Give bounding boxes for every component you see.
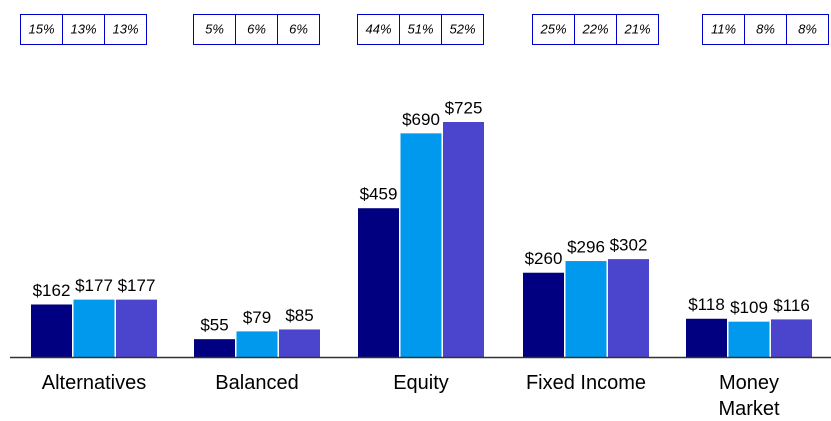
share-cell bbox=[277, 14, 320, 45]
share-cell bbox=[532, 14, 575, 45]
share-label: 5% bbox=[205, 21, 224, 36]
share-label: 44% bbox=[365, 21, 391, 36]
bar bbox=[400, 133, 442, 357]
category-label: Alternatives bbox=[41, 372, 147, 394]
share-label: 8% bbox=[798, 21, 817, 36]
share-cell bbox=[104, 14, 147, 45]
bar bbox=[31, 304, 72, 357]
value-label: $162 bbox=[33, 281, 71, 300]
category-label: Money Market bbox=[718, 372, 780, 420]
value-label: $85 bbox=[285, 306, 313, 325]
share-cell bbox=[62, 14, 105, 45]
value-label: $690 bbox=[402, 110, 440, 129]
share-label: 51% bbox=[407, 21, 433, 36]
bar bbox=[523, 272, 564, 357]
category-label: Fixed Income bbox=[525, 372, 647, 394]
bar bbox=[116, 299, 157, 357]
bar bbox=[236, 331, 278, 357]
share-cell bbox=[702, 14, 745, 45]
value-label: $260 bbox=[525, 249, 563, 268]
bar bbox=[771, 319, 812, 357]
share-label: 25% bbox=[539, 21, 566, 36]
share-cell bbox=[616, 14, 659, 45]
bar bbox=[194, 339, 235, 357]
bar bbox=[358, 208, 399, 357]
category-label: Equity bbox=[393, 372, 449, 394]
bar bbox=[73, 299, 115, 357]
bar bbox=[443, 122, 484, 357]
value-label: $55 bbox=[200, 316, 228, 335]
share-cell bbox=[786, 14, 829, 45]
share-label: 6% bbox=[247, 21, 266, 36]
bar bbox=[279, 329, 320, 357]
share-cell bbox=[399, 14, 442, 45]
share-label: 8% bbox=[756, 21, 775, 36]
share-cell bbox=[441, 14, 484, 45]
category-label: Balanced bbox=[215, 372, 299, 394]
value-label: $177 bbox=[75, 276, 113, 295]
bar bbox=[565, 261, 607, 357]
share-cell bbox=[235, 14, 278, 45]
value-label: $296 bbox=[567, 238, 605, 257]
bar bbox=[608, 259, 649, 357]
value-label: $302 bbox=[610, 236, 648, 255]
share-label: 13% bbox=[112, 21, 138, 36]
bar bbox=[728, 321, 770, 357]
value-label: $116 bbox=[773, 296, 810, 315]
value-label: $725 bbox=[445, 98, 483, 117]
share-label: 22% bbox=[581, 21, 608, 36]
share-label: 13% bbox=[70, 21, 96, 36]
share-label: 11% bbox=[711, 21, 736, 36]
bar bbox=[686, 318, 727, 357]
share-cell bbox=[744, 14, 787, 45]
share-label: 15% bbox=[28, 21, 54, 36]
value-label: $118 bbox=[688, 295, 725, 314]
value-label: $109 bbox=[730, 298, 768, 317]
share-cell bbox=[20, 14, 63, 45]
share-cell bbox=[357, 14, 400, 45]
value-label: $459 bbox=[360, 185, 398, 204]
value-label: $177 bbox=[118, 276, 156, 295]
value-label: $79 bbox=[243, 308, 271, 327]
share-label: 6% bbox=[289, 21, 308, 36]
share-label: 52% bbox=[449, 21, 475, 36]
share-label: 21% bbox=[623, 21, 650, 36]
